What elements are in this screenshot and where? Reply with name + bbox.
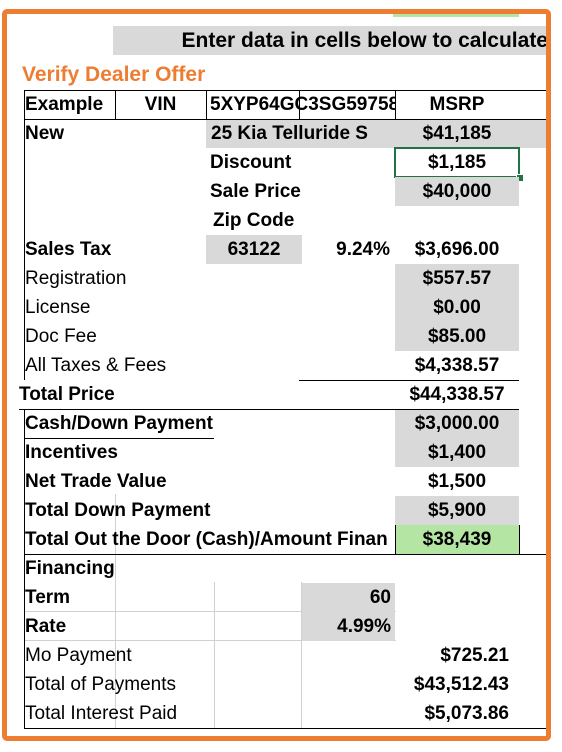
gridline (301, 582, 302, 728)
top-accent-strip (393, 14, 519, 17)
total-payments-label: Total of Payments (25, 674, 177, 695)
border-line (24, 119, 546, 120)
zip-label: Zip Code (213, 210, 295, 231)
total-down-label: Total Down Payment (25, 500, 211, 521)
border-line (24, 728, 546, 729)
gridline (214, 582, 215, 728)
border-line (206, 90, 207, 119)
border-line (24, 409, 25, 729)
cash-down-input[interactable]: $3,000.00 (395, 409, 519, 438)
rate-input[interactable]: 4.99% (302, 612, 395, 641)
border-line (299, 90, 300, 119)
zip-input[interactable]: 63122 (206, 235, 302, 264)
sale-price-input[interactable]: $40,000 (395, 177, 519, 206)
discount-label: Discount (210, 152, 292, 173)
sales-tax-value: $3,696.00 (414, 239, 500, 260)
out-the-door-value: $38,439 (395, 525, 519, 554)
mo-payment-value: $725.21 (440, 645, 509, 666)
vin-label: VIN (144, 94, 177, 115)
term-input[interactable]: 60 (302, 583, 395, 612)
rate-label: Rate (25, 616, 67, 637)
sale-price-label: Sale Price (210, 181, 301, 202)
example-label: Example (25, 94, 104, 115)
vin-value[interactable]: 5XYP64GC3SG59758 (210, 94, 395, 115)
page-title: Verify Dealer Offer (22, 63, 206, 86)
border-line (299, 380, 519, 381)
total-interest-label: Total Interest Paid (25, 703, 178, 724)
border-line (519, 525, 520, 554)
total-down-value: $5,900 (395, 496, 519, 525)
mo-payment-label: Mo Payment (25, 645, 132, 666)
out-the-door-label: Total Out the Door (Cash)/Amount Finan (25, 529, 388, 550)
instruction-banner: Enter data in cells below to calculate (113, 26, 546, 55)
all-taxes-value: $4,338.57 (414, 355, 500, 376)
border-line (24, 90, 546, 91)
model-cell[interactable]: 25 Kia Telluride S (206, 119, 396, 148)
msrp-value[interactable]: $41,185 (395, 119, 519, 148)
discount-input[interactable]: $1,185 (427, 152, 487, 173)
new-label: New (25, 123, 65, 144)
border-line (395, 90, 396, 119)
spreadsheet-frame: Enter data in cells below to calculate V… (2, 9, 551, 741)
border-line (19, 409, 519, 410)
all-taxes-label: All Taxes & Fees (25, 355, 167, 376)
gridline (24, 611, 396, 612)
border-line (548, 554, 549, 729)
border-line (395, 525, 396, 554)
incentives-label: Incentives (25, 442, 118, 463)
registration-label: Registration (25, 268, 127, 289)
term-label: Term (25, 587, 71, 608)
trade-label: Net Trade Value (25, 471, 167, 492)
border-line (24, 90, 25, 380)
incentives-input[interactable]: $1,400 (395, 438, 519, 467)
border-line (24, 554, 546, 555)
border-line (115, 90, 116, 119)
doc-fee-label: Doc Fee (25, 326, 97, 347)
total-price-value: $44,338.57 (409, 384, 505, 405)
total-price-label: Total Price (19, 384, 115, 405)
doc-fee-input[interactable]: $85.00 (395, 322, 519, 351)
total-interest-value: $5,073.86 (424, 703, 509, 724)
financing-label: Financing (25, 558, 115, 579)
msrp-label: MSRP (429, 94, 485, 115)
license-input[interactable]: $0.00 (395, 293, 519, 322)
total-payments-value: $43,512.43 (413, 674, 509, 695)
trade-value[interactable]: $1,500 (427, 471, 487, 492)
selected-cell-outline (394, 147, 520, 178)
tax-rate: 9.24% (336, 239, 390, 260)
border-line (24, 438, 214, 439)
license-label: License (25, 297, 91, 318)
sales-tax-label: Sales Tax (25, 239, 112, 260)
cash-down-label: Cash/Down Payment (25, 413, 213, 434)
gridline (24, 640, 396, 641)
msrp-overflow-shade (519, 119, 546, 148)
registration-input[interactable]: $557.57 (395, 264, 519, 293)
